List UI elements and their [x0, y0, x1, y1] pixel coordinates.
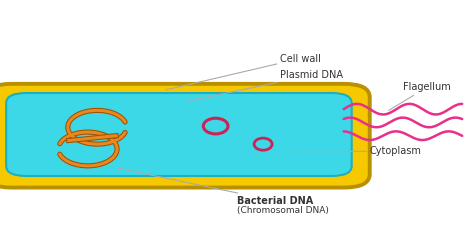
- Text: Plasmid DNA: Plasmid DNA: [190, 70, 343, 101]
- Text: Cell wall: Cell wall: [166, 54, 320, 90]
- FancyBboxPatch shape: [6, 93, 352, 176]
- Text: Flagellum: Flagellum: [389, 82, 451, 110]
- Text: (Chromosomal DNA): (Chromosomal DNA): [237, 206, 329, 215]
- Text: Cytoplasm: Cytoplasm: [289, 146, 421, 156]
- Text: STRUCTURE OF A BACTERIA: STRUCTURE OF A BACTERIA: [7, 9, 244, 23]
- FancyBboxPatch shape: [0, 84, 370, 187]
- Text: Bacterial DNA: Bacterial DNA: [118, 168, 313, 206]
- Text: BYJU'S
The Learning App: BYJU'S The Learning App: [401, 10, 462, 22]
